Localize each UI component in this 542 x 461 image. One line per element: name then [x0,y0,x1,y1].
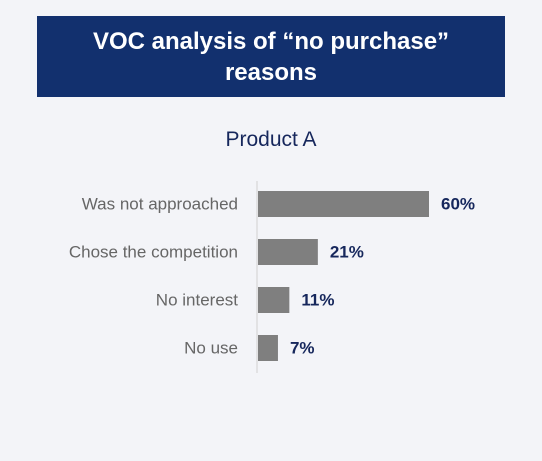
category-label: No use [184,339,238,358]
bar [258,335,278,361]
value-label: 21% [330,243,364,262]
value-label: 11% [301,291,334,310]
category-label: Was not approached [82,195,238,214]
title-banner: VOC analysis of “no purchase” reasons [37,16,505,97]
value-label: 60% [441,195,475,214]
chart-title: VOC analysis of “no purchase” reasons [92,27,450,86]
chart-subtitle: Product A [225,128,317,151]
bar [258,239,318,265]
category-label: No interest [156,291,238,310]
category-label: Chose the competition [69,243,238,262]
bar [258,287,290,313]
value-label: 7% [290,339,315,358]
bar [258,191,429,217]
